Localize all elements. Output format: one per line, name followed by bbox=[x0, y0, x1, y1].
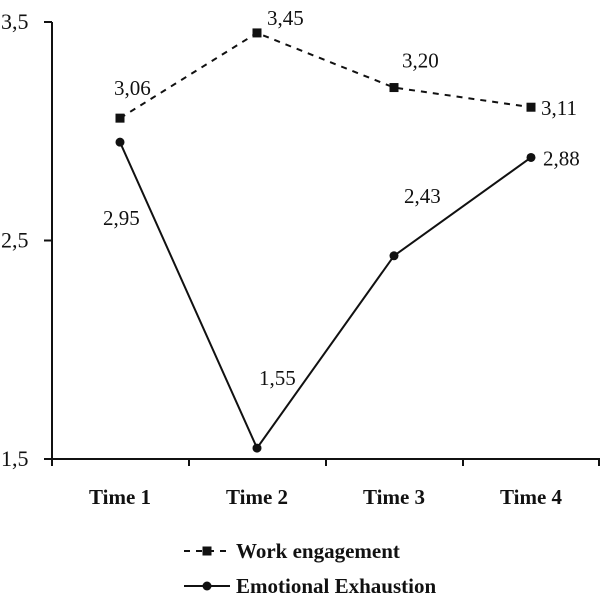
data-label: 1,55 bbox=[259, 366, 296, 390]
data-point bbox=[389, 251, 399, 261]
data-point bbox=[252, 443, 262, 453]
legend: Work engagement Emotional Exhaustion bbox=[184, 539, 436, 597]
data-label: 3,20 bbox=[402, 49, 439, 73]
data-point bbox=[526, 152, 536, 162]
data-point bbox=[389, 83, 399, 93]
data-point bbox=[115, 137, 125, 147]
legend-marker bbox=[202, 546, 212, 556]
axes: 1,5 2,5 3,5 Time 1 Time 2 Time 3 Time 4 bbox=[1, 9, 600, 509]
data-point bbox=[115, 113, 125, 123]
data-label: 3,11 bbox=[541, 96, 577, 120]
series-line bbox=[119, 31, 532, 119]
legend-marker bbox=[202, 581, 212, 591]
legend-label: Work engagement bbox=[236, 539, 400, 563]
series-emotional-exhaustion bbox=[115, 137, 536, 453]
data-label: 2,95 bbox=[103, 206, 140, 230]
series-line bbox=[119, 141, 532, 451]
data-label: 3,06 bbox=[114, 76, 151, 100]
x-tick-label: Time 4 bbox=[500, 485, 563, 509]
x-tick-label: Time 2 bbox=[226, 485, 288, 509]
x-tick-label: Time 3 bbox=[363, 485, 425, 509]
series-work-engagement bbox=[115, 28, 536, 123]
legend-item: Emotional Exhaustion bbox=[184, 574, 436, 597]
data-label: 2,43 bbox=[404, 184, 441, 208]
data-point bbox=[526, 102, 536, 112]
data-labels: 3,06 3,45 3,20 3,11 2,95 1,55 2,43 2,88 bbox=[103, 6, 580, 390]
y-tick-label: 2,5 bbox=[1, 228, 29, 253]
legend-label: Emotional Exhaustion bbox=[236, 574, 436, 597]
data-point bbox=[252, 28, 262, 38]
series-layer bbox=[115, 28, 536, 453]
y-tick-label: 3,5 bbox=[1, 9, 29, 34]
x-tick-label: Time 1 bbox=[89, 485, 151, 509]
legend-item: Work engagement bbox=[184, 539, 400, 563]
data-label: 2,88 bbox=[543, 146, 580, 170]
y-tick-label: 1,5 bbox=[1, 446, 29, 471]
data-label: 3,45 bbox=[267, 6, 304, 30]
